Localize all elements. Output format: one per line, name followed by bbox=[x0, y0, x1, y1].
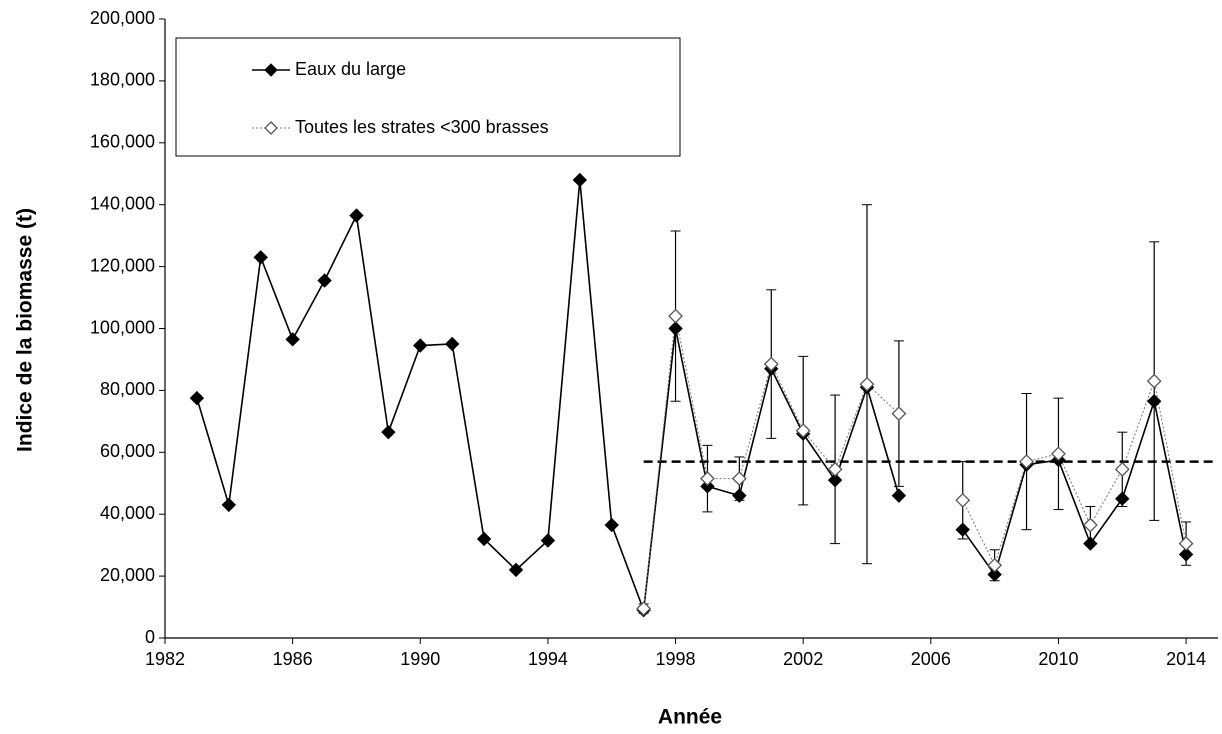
data-point bbox=[1083, 536, 1098, 551]
y-tick-label: 80,000 bbox=[100, 379, 155, 399]
data-point bbox=[955, 492, 971, 508]
data-point bbox=[668, 321, 683, 336]
data-point bbox=[1146, 394, 1162, 409]
data-point bbox=[891, 406, 907, 422]
x-tick-label: 2010 bbox=[1038, 649, 1078, 669]
data-point bbox=[731, 471, 747, 487]
data-point bbox=[987, 567, 1002, 582]
data-point bbox=[221, 497, 237, 513]
y-tick-label: 0 bbox=[145, 627, 155, 647]
legend-label: Toutes les strates <300 brasses bbox=[295, 117, 549, 137]
data-point bbox=[508, 562, 524, 578]
y-tick-label: 140,000 bbox=[90, 193, 155, 213]
data-point bbox=[1019, 454, 1034, 470]
series-line bbox=[196, 179, 1187, 611]
data-point bbox=[827, 461, 843, 477]
legend: Eaux du large Toutes les strates <300 bra… bbox=[175, 37, 681, 157]
x-tick-label: 1998 bbox=[656, 649, 696, 669]
data-point bbox=[349, 208, 364, 223]
data-point bbox=[572, 172, 588, 188]
y-tick-label: 60,000 bbox=[100, 441, 155, 461]
data-point bbox=[763, 356, 779, 372]
legend-marker bbox=[264, 63, 278, 77]
data-point bbox=[253, 250, 268, 265]
data-point bbox=[189, 390, 205, 406]
x-tick-label: 2014 bbox=[1166, 649, 1206, 669]
data-point bbox=[1178, 547, 1194, 562]
data-point bbox=[795, 423, 811, 439]
legend-marker bbox=[264, 121, 278, 135]
data-point bbox=[444, 336, 460, 352]
data-point bbox=[604, 517, 619, 533]
data-point bbox=[413, 338, 428, 353]
x-tick-label: 1994 bbox=[528, 649, 568, 669]
data-point bbox=[1082, 517, 1098, 533]
data-point bbox=[827, 472, 843, 488]
data-point bbox=[1115, 491, 1130, 506]
data-point bbox=[1178, 536, 1194, 552]
data-point bbox=[987, 557, 1003, 573]
data-point bbox=[668, 308, 683, 324]
data-point bbox=[1114, 461, 1130, 477]
legend-label: Eaux du large bbox=[295, 59, 406, 79]
data-point bbox=[636, 601, 652, 617]
x-tick-label: 1986 bbox=[273, 649, 313, 669]
y-tick-label: 40,000 bbox=[100, 503, 155, 523]
x-tick-label: 1990 bbox=[400, 649, 440, 669]
y-tick-label: 100,000 bbox=[90, 317, 155, 337]
x-tick-label: 2002 bbox=[783, 649, 823, 669]
y-tick-label: 180,000 bbox=[90, 70, 155, 90]
data-point bbox=[540, 533, 556, 548]
data-point bbox=[381, 424, 396, 440]
y-tick-label: 20,000 bbox=[100, 565, 155, 585]
data-point bbox=[285, 332, 300, 347]
y-tick-label: 200,000 bbox=[90, 8, 155, 28]
data-point bbox=[1146, 373, 1162, 389]
y-tick-label: 160,000 bbox=[90, 132, 155, 152]
data-point bbox=[700, 479, 715, 494]
legend-box bbox=[175, 37, 681, 157]
y-tick-label: 120,000 bbox=[90, 255, 155, 275]
series-line bbox=[643, 316, 1187, 609]
data-point bbox=[859, 376, 875, 392]
data-point bbox=[317, 273, 332, 288]
data-point bbox=[476, 531, 492, 547]
x-tick-label: 1982 bbox=[145, 649, 185, 669]
data-point bbox=[732, 488, 747, 503]
data-point bbox=[955, 522, 970, 537]
x-tick-label: 2006 bbox=[911, 649, 951, 669]
y-axis-title: Indice de la biomasse (t) bbox=[14, 208, 37, 452]
x-axis-title: Année bbox=[658, 706, 722, 729]
data-point bbox=[891, 488, 907, 503]
data-point bbox=[1051, 446, 1066, 462]
data-point bbox=[700, 471, 715, 487]
